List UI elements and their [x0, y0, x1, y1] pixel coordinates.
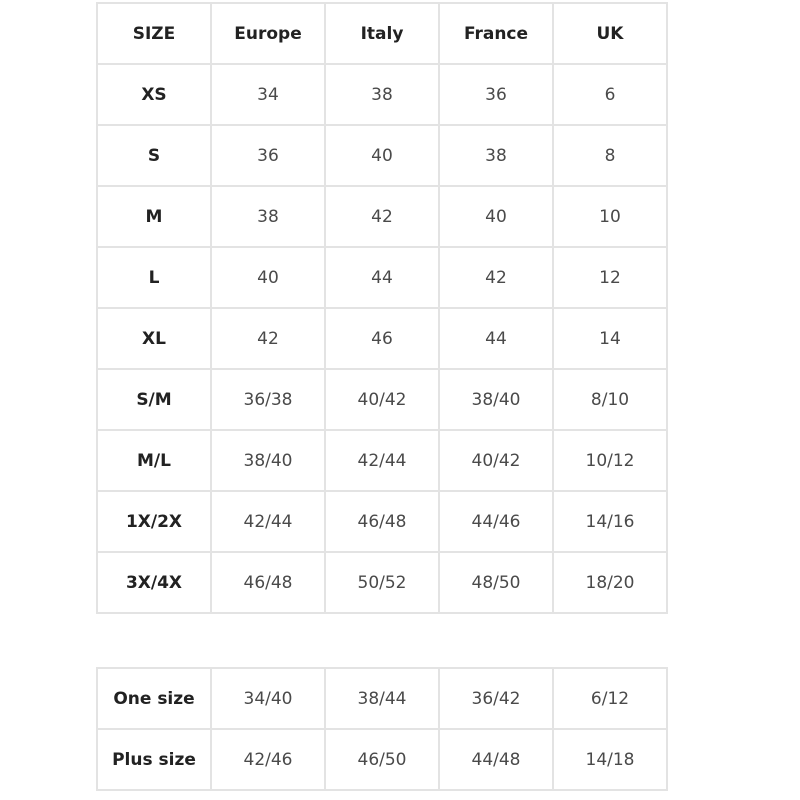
size-value-cell: 36/38: [210, 368, 326, 431]
size-value-cell: 48/50: [438, 551, 554, 614]
size-value-cell: 46/48: [324, 490, 440, 553]
size-value-cell: 40: [324, 124, 440, 187]
size-label-cell: Plus size: [96, 728, 212, 791]
size-value-cell: 10/12: [552, 429, 668, 492]
size-value-cell: 8/10: [552, 368, 668, 431]
table-row: 3X/4X 46/48 50/52 48/50 18/20: [96, 551, 668, 614]
size-value-cell: 36/42: [438, 667, 554, 730]
table-row: XS 34 38 36 6: [96, 63, 668, 126]
size-value-cell: 8: [552, 124, 668, 187]
size-value-cell: 10: [552, 185, 668, 248]
size-label-cell: XS: [96, 63, 212, 126]
size-label-cell: 3X/4X: [96, 551, 212, 614]
size-value-cell: 46/50: [324, 728, 440, 791]
table-row: XL 42 46 44 14: [96, 307, 668, 370]
size-value-cell: 42/44: [324, 429, 440, 492]
size-value-cell: 40: [438, 185, 554, 248]
size-value-cell: 50/52: [324, 551, 440, 614]
size-label-cell: 1X/2X: [96, 490, 212, 553]
size-label-cell: S/M: [96, 368, 212, 431]
size-value-cell: 34/40: [210, 667, 326, 730]
column-header: SIZE: [96, 2, 212, 65]
table-row: S 36 40 38 8: [96, 124, 668, 187]
size-value-cell: 40/42: [324, 368, 440, 431]
size-value-cell: 38: [438, 124, 554, 187]
size-value-cell: 34: [210, 63, 326, 126]
size-value-cell: 36: [210, 124, 326, 187]
size-label-cell: L: [96, 246, 212, 309]
size-value-cell: 6: [552, 63, 668, 126]
size-value-cell: 6/12: [552, 667, 668, 730]
table-row: M/L 38/40 42/44 40/42 10/12: [96, 429, 668, 492]
size-value-cell: 46/48: [210, 551, 326, 614]
size-value-cell: 14: [552, 307, 668, 370]
column-header: UK: [552, 2, 668, 65]
size-value-cell: 44/48: [438, 728, 554, 791]
size-value-cell: 44: [438, 307, 554, 370]
size-value-cell: 18/20: [552, 551, 668, 614]
header-row: SIZE Europe Italy France UK: [96, 2, 668, 65]
size-value-cell: 42: [438, 246, 554, 309]
table-row: S/M 36/38 40/42 38/40 8/10: [96, 368, 668, 431]
size-value-cell: 44/46: [438, 490, 554, 553]
column-header: France: [438, 2, 554, 65]
table-row: L 40 44 42 12: [96, 246, 668, 309]
one-plus-size-table: One size 34/40 38/44 36/42 6/12 Plus size 42/4…: [96, 667, 668, 791]
size-label-cell: M/L: [96, 429, 212, 492]
size-label-cell: S: [96, 124, 212, 187]
table-row: 1X/2X 42/44 46/48 44/46 14/16: [96, 490, 668, 553]
size-label-cell: One size: [96, 667, 212, 730]
size-value-cell: 42/46: [210, 728, 326, 791]
size-value-cell: 38/40: [438, 368, 554, 431]
size-value-cell: 40/42: [438, 429, 554, 492]
size-value-cell: 36: [438, 63, 554, 126]
size-value-cell: 44: [324, 246, 440, 309]
column-header: Europe: [210, 2, 326, 65]
size-value-cell: 38: [324, 63, 440, 126]
size-value-cell: 38/44: [324, 667, 440, 730]
table-row: Plus size 42/46 46/50 44/48 14/18: [96, 728, 668, 791]
size-value-cell: 46: [324, 307, 440, 370]
size-label-cell: M: [96, 185, 212, 248]
size-value-cell: 40: [210, 246, 326, 309]
size-value-cell: 42: [210, 307, 326, 370]
size-value-cell: 38: [210, 185, 326, 248]
column-header: Italy: [324, 2, 440, 65]
size-label-cell: XL: [96, 307, 212, 370]
table-row: One size 34/40 38/44 36/42 6/12: [96, 667, 668, 730]
size-value-cell: 14/16: [552, 490, 668, 553]
size-value-cell: 42: [324, 185, 440, 248]
size-value-cell: 42/44: [210, 490, 326, 553]
size-conversion-table: SIZE Europe Italy France UK XS 34 38 36 6 S 36 40 38 8…: [96, 2, 668, 614]
size-value-cell: 12: [552, 246, 668, 309]
size-value-cell: 14/18: [552, 728, 668, 791]
size-value-cell: 38/40: [210, 429, 326, 492]
table-row: M 38 42 40 10: [96, 185, 668, 248]
